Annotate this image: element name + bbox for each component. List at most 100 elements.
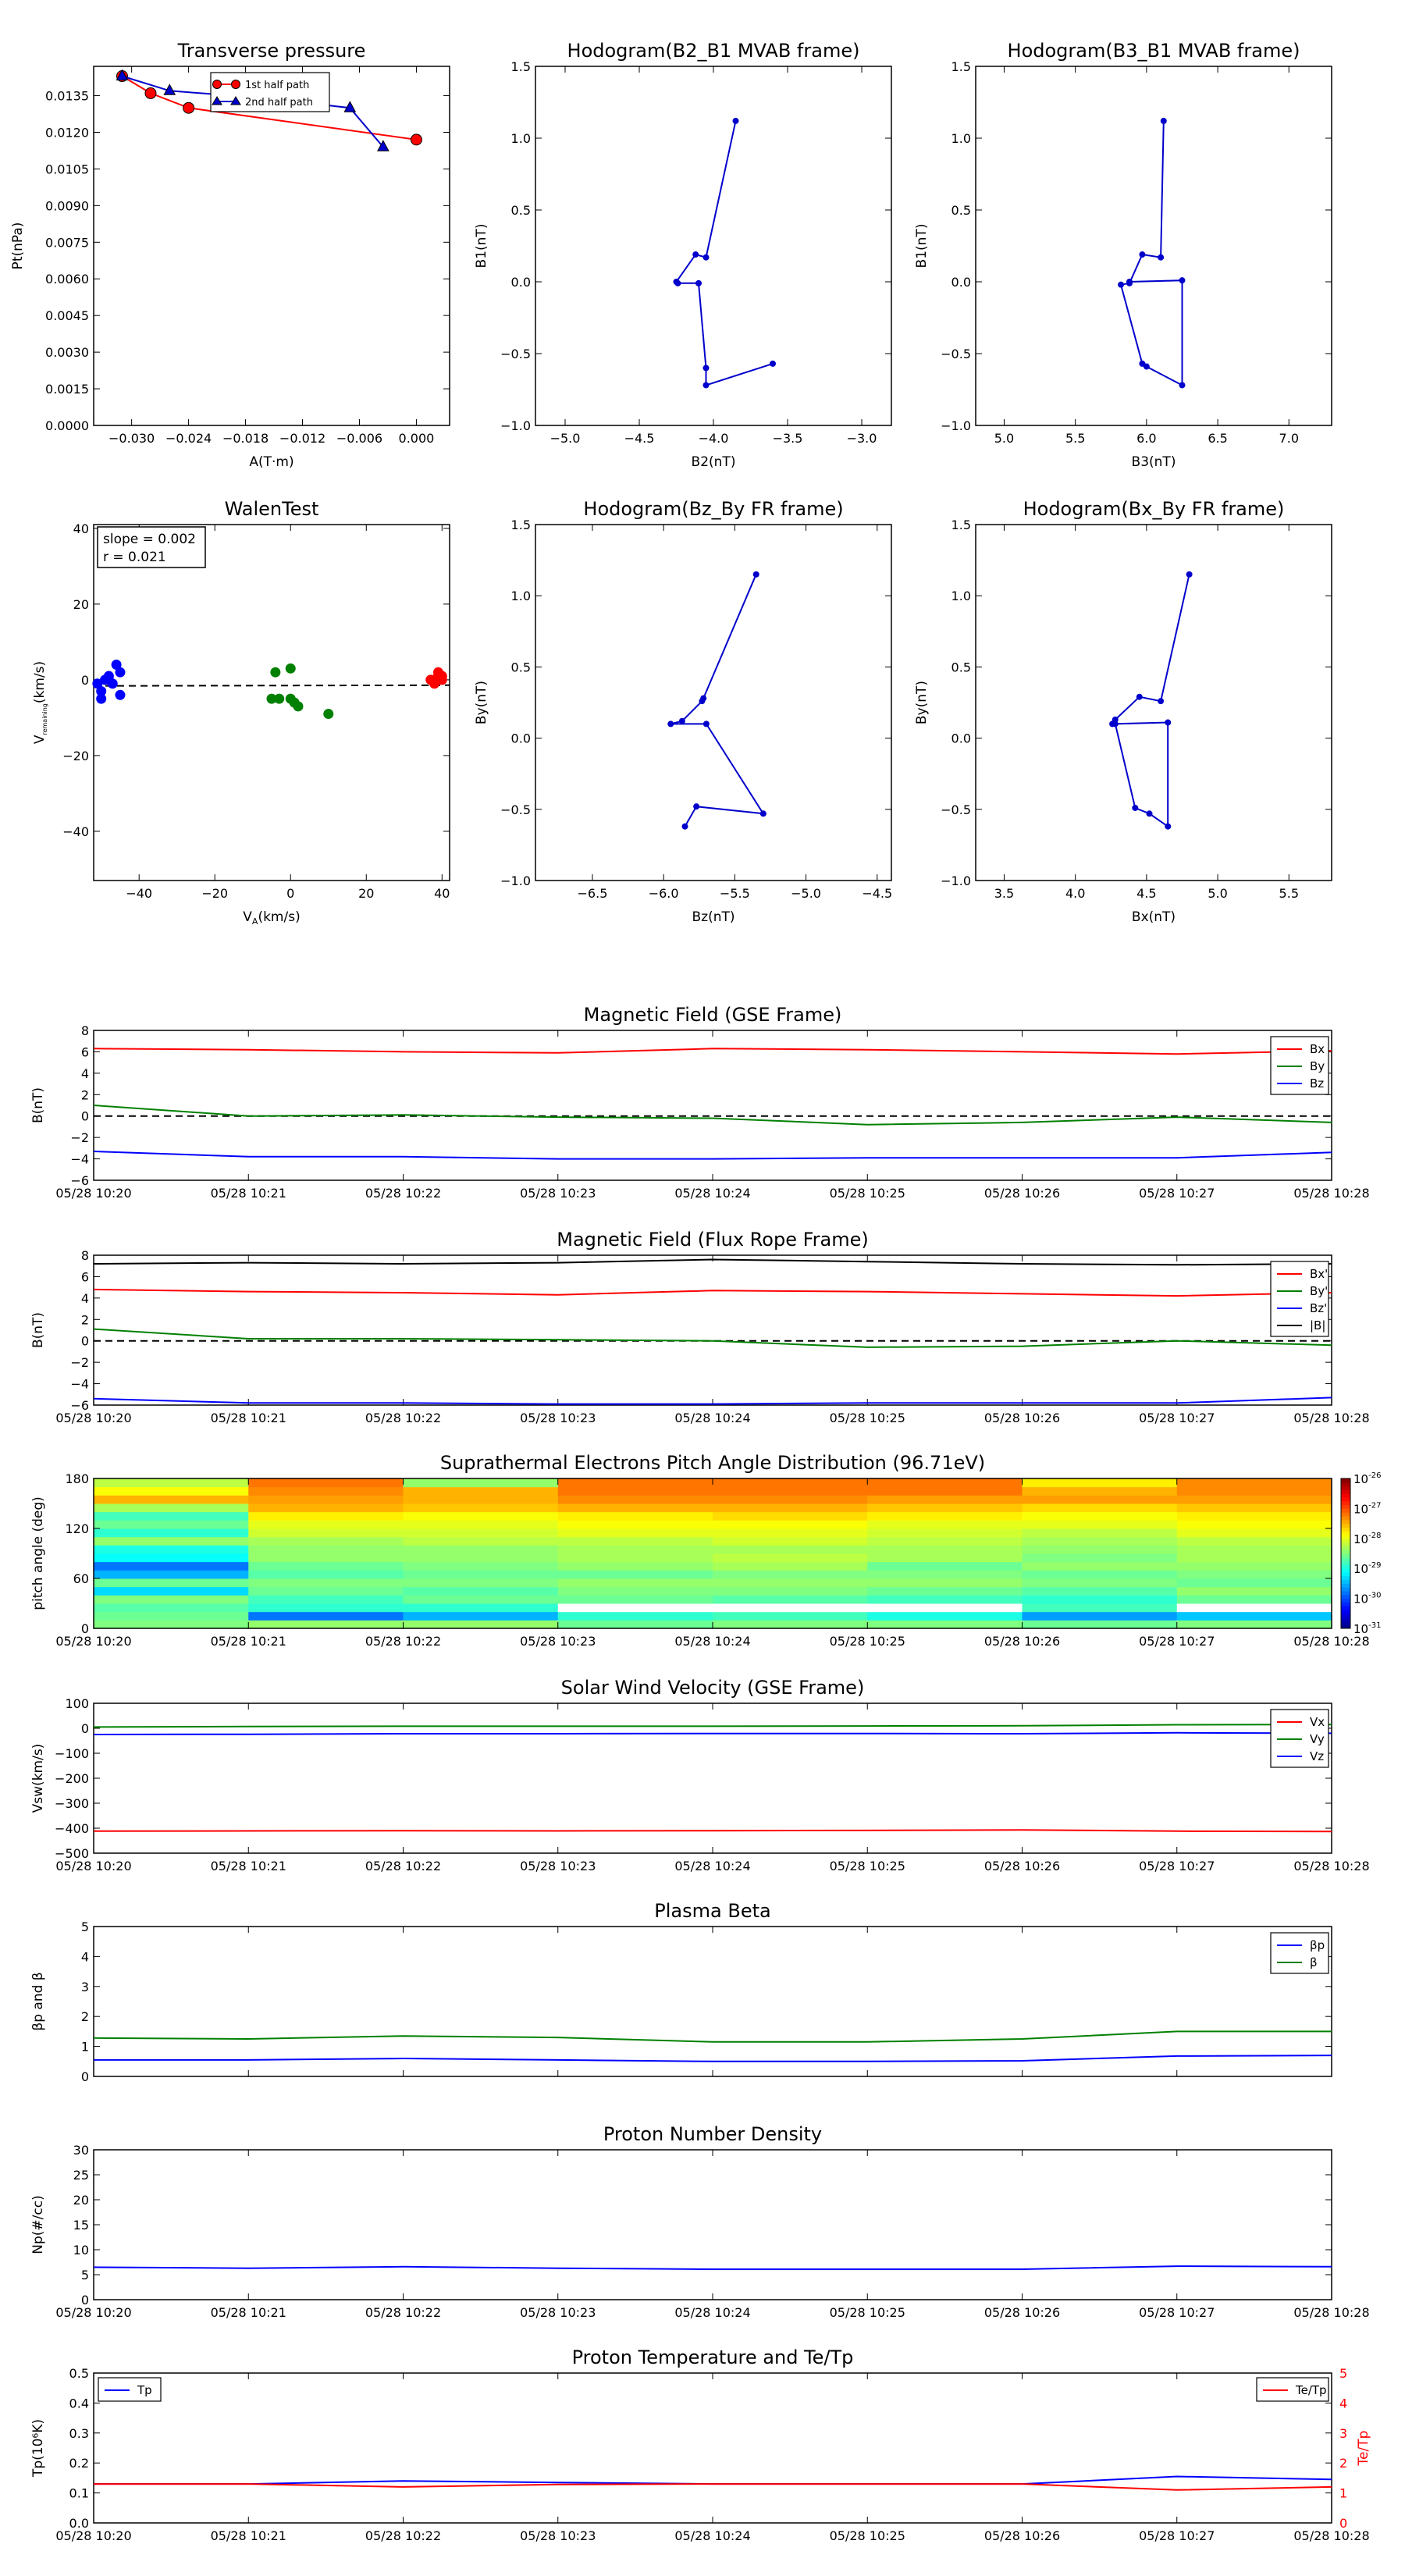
heatmap-cell — [713, 1586, 868, 1596]
series-line-Bz' — [93, 1397, 1332, 1405]
colorbar-step — [1341, 1516, 1350, 1521]
heatmap-cell — [1022, 1620, 1178, 1629]
heatmap-cell — [94, 1595, 249, 1604]
heatmap-cell — [94, 1486, 249, 1496]
y-axis-label: By(nT) — [914, 681, 930, 724]
x-tick-label: −0.006 — [336, 431, 382, 446]
time-tick-label: 05/28 10:22 — [365, 1411, 441, 1425]
y-tick-label: 0 — [81, 1621, 89, 1636]
heatmap-cell — [1022, 1528, 1178, 1538]
x-tick-label: 4.0 — [1065, 886, 1085, 901]
heatmap-cell — [557, 1603, 713, 1613]
legend-box — [210, 72, 330, 112]
heatmap-cell — [403, 1570, 559, 1579]
data-point — [1165, 823, 1172, 830]
y-tick-label: 60 — [73, 1571, 89, 1586]
x-tick-label: 5.5 — [1065, 431, 1085, 446]
data-point — [702, 720, 710, 728]
heatmap-cell — [867, 1495, 1023, 1504]
y-tick-label: 25 — [73, 2168, 89, 2183]
y-axis-label: βp and β — [30, 1972, 46, 2030]
heatmap-cell — [867, 1520, 1023, 1529]
y-tick-label: 120 — [65, 1521, 89, 1536]
scatter-point — [293, 701, 304, 712]
y-tick-label: 0 — [81, 1109, 89, 1124]
y-tick-label: 0.0075 — [45, 235, 89, 250]
y-tick-label: 1.5 — [951, 59, 971, 74]
legend-label: βp — [1310, 1938, 1325, 1952]
y-tick-label: 0.0120 — [45, 125, 89, 140]
y-tick-label: −6 — [70, 1173, 89, 1188]
time-tick-label: 05/28 10:21 — [211, 1411, 286, 1425]
heatmap-cell — [1022, 1495, 1178, 1504]
time-tick-label: 05/28 10:27 — [1139, 1411, 1215, 1425]
heatmap-cell — [713, 1511, 868, 1521]
y-label-tail: (km/s) — [32, 661, 48, 703]
time-tick-label: 05/28 10:28 — [1293, 1634, 1369, 1649]
colorbar-step — [1341, 1579, 1350, 1584]
colorbar-base: 10 — [1353, 1472, 1368, 1486]
y-tick-label: 1.0 — [951, 131, 971, 146]
data-point — [1179, 277, 1186, 284]
data-point — [702, 365, 710, 372]
heatmap-cell — [1176, 1520, 1332, 1529]
heatmap-cell — [248, 1545, 404, 1554]
heatmap-cell — [248, 1603, 404, 1613]
heatmap-cell — [403, 1528, 559, 1538]
colorbar-tick-label: 10-31 — [1353, 1621, 1381, 1636]
legend-label: Vz — [1310, 1749, 1324, 1763]
colorbar-exponent: -30 — [1368, 1592, 1381, 1600]
time-tick-label: 05/28 10:22 — [365, 1186, 441, 1201]
y-axis-label: B(nT) — [30, 1087, 46, 1123]
heatmap-cell — [557, 1495, 713, 1504]
colorbar-step — [1341, 1535, 1350, 1539]
heatmap-cell — [867, 1503, 1023, 1513]
heatmap-cell — [403, 1595, 559, 1604]
colorbar-step — [1341, 1553, 1350, 1558]
time-tick-label: 05/28 10:22 — [365, 2528, 441, 2543]
heatmap-cell — [1176, 1495, 1332, 1504]
scatter-point — [285, 663, 296, 674]
data-point — [1126, 279, 1133, 285]
x-label-sub: A — [252, 916, 258, 927]
y-tick-label: −1.0 — [500, 418, 531, 433]
x-tick-label: 5.0 — [994, 431, 1014, 446]
colorbar-exponent: -31 — [1368, 1621, 1381, 1630]
heatmap-cell — [867, 1595, 1023, 1604]
colorbar-step — [1341, 1557, 1350, 1562]
plot-frame — [93, 2149, 1332, 2300]
y2-tick-label: 1 — [1339, 2486, 1347, 2501]
colorbar-tick-label: 10-30 — [1353, 1592, 1381, 1606]
heatmap-cell — [867, 1478, 1023, 1488]
x-tick-label: 6.0 — [1136, 431, 1156, 446]
colorbar-step — [1341, 1478, 1350, 1483]
heatmap-cell — [867, 1536, 1023, 1546]
heatmap-cell — [248, 1561, 404, 1571]
data-point — [1136, 693, 1143, 700]
colorbar-tick-label: 10-27 — [1353, 1501, 1381, 1516]
plot-frame — [975, 524, 1332, 881]
heatmap-cell — [1176, 1545, 1332, 1554]
time-tick-label: 05/28 10:26 — [984, 1634, 1060, 1649]
data-point — [695, 279, 702, 286]
series-line-|B| — [93, 1258, 1332, 1266]
colorbar-step — [1341, 1504, 1350, 1509]
x-tick-label: 5.0 — [1208, 886, 1227, 901]
heatmap-cell — [713, 1561, 868, 1571]
heatmap-cell — [713, 1486, 868, 1496]
heatmap-cell — [867, 1545, 1023, 1554]
series-line-Bz — [93, 1151, 1332, 1160]
y-tick-label: −0.5 — [941, 347, 971, 361]
colorbar-tick-label: 10-28 — [1353, 1532, 1381, 1546]
time-tick-label: 05/28 10:20 — [55, 1634, 131, 1649]
y-tick-label: 0.0 — [511, 731, 531, 746]
fit-line — [93, 684, 450, 687]
y2-tick-label: 4 — [1339, 2396, 1347, 2411]
heatmap-cell — [557, 1536, 713, 1546]
y-axis-label: B1(nT) — [914, 224, 930, 269]
heatmap-cell — [557, 1486, 713, 1496]
y-tick-label: −100 — [55, 1746, 89, 1761]
y-tick-label: 0.0000 — [45, 418, 89, 433]
legend-label: 1st half path — [245, 80, 309, 91]
time-tick-label: 05/28 10:26 — [984, 1186, 1060, 1201]
